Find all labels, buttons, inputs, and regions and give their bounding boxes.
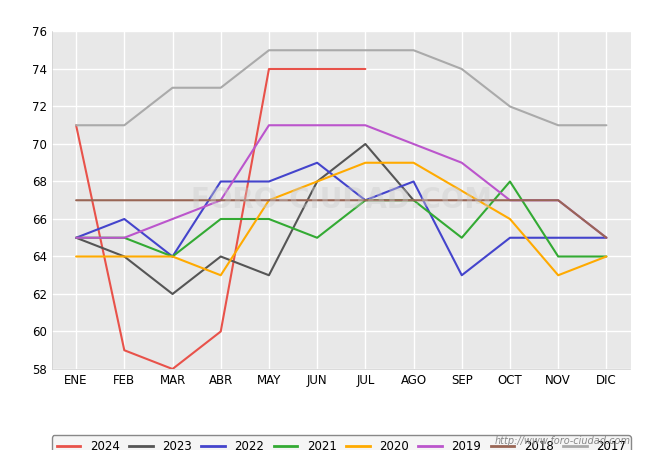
Text: Afiliados en Villamandos a 31/5/2024: Afiliados en Villamandos a 31/5/2024	[171, 8, 479, 26]
Text: http://www.foro-ciudad.com: http://www.foro-ciudad.com	[495, 436, 630, 446]
Text: FORO-CIUDAD.COM: FORO-CIUDAD.COM	[190, 186, 492, 214]
Legend: 2024, 2023, 2022, 2021, 2020, 2019, 2018, 2017: 2024, 2023, 2022, 2021, 2020, 2019, 2018…	[52, 435, 630, 450]
